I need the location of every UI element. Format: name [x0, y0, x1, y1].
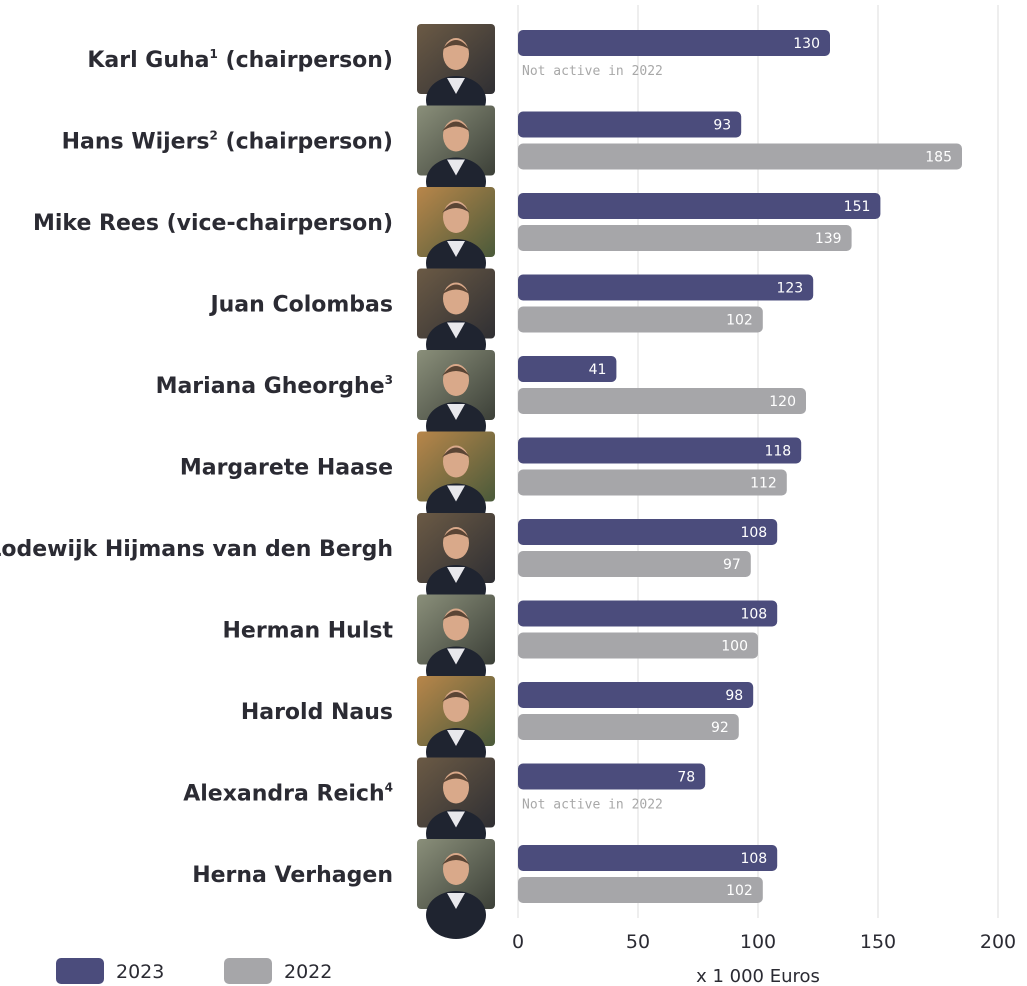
member-names: Karl Guha1 (chairperson) Hans Wijers2 (ch… — [0, 47, 393, 888]
x-axis-label: x 1 000 Euros — [696, 966, 820, 986]
bar-value-label: 108 — [740, 525, 767, 541]
bar-2023 — [518, 763, 706, 790]
bar-value-label: 108 — [740, 607, 767, 623]
bar-value-label: 41 — [589, 362, 607, 378]
bar-value-label: 100 — [721, 639, 748, 655]
bar-value-label: 123 — [776, 281, 803, 297]
bar-2023 — [518, 519, 778, 545]
legend-swatch — [224, 958, 272, 984]
bar-2023 — [518, 356, 617, 382]
bar-2022 — [518, 388, 806, 414]
bar-2022 — [518, 469, 787, 496]
bar-2023 — [518, 682, 754, 708]
bar-value-label: 98 — [725, 688, 743, 704]
bar-2022 — [518, 225, 852, 251]
x-tick-label: 150 — [860, 931, 896, 953]
x-axis: 0 50 100 150 200 x 1 000 Euros — [512, 931, 1016, 986]
member-photo — [417, 839, 495, 939]
member-name: Mike Rees (vice-chairperson) — [33, 211, 393, 236]
bar-value-label: 92 — [711, 720, 729, 736]
not-active-note: Not active in 2022 — [522, 64, 663, 79]
member-name: Karl Guha1 (chairperson) — [87, 47, 393, 73]
member-name: Harold Naus — [241, 700, 393, 725]
x-tick-label: 0 — [512, 931, 524, 953]
bar-2023 — [518, 437, 802, 464]
bar-2023 — [518, 193, 881, 219]
bar-value-label: 139 — [815, 231, 842, 247]
bar-2022 — [518, 306, 763, 333]
member-name: Hans Wijers2 (chairperson) — [62, 129, 393, 155]
bar-2023 — [518, 274, 814, 301]
bar-2023 — [518, 845, 778, 871]
bar-value-label: 120 — [769, 394, 796, 410]
bar-value-label: 185 — [925, 150, 952, 166]
x-tick-label: 100 — [740, 931, 776, 953]
member-name: Juan Colombas — [208, 293, 393, 318]
bar-value-label: 93 — [713, 118, 731, 134]
bar-2022 — [518, 143, 962, 170]
bar-2023 — [518, 600, 778, 627]
member-name: Herman Hulst — [223, 619, 394, 644]
member-name: Mariana Gheorghe3 — [156, 373, 393, 399]
bar-2022 — [518, 551, 751, 577]
board-photos — [417, 24, 495, 939]
bar-value-label: 130 — [793, 36, 820, 52]
member-name: Alexandra Reich4 — [183, 781, 393, 807]
legend-swatch — [56, 958, 104, 984]
bar-value-label: 118 — [764, 444, 791, 460]
bar-value-label: 112 — [750, 476, 777, 492]
x-tick-label: 50 — [626, 931, 650, 953]
member-name: Margarete Haase — [180, 456, 393, 481]
bar-value-label: 108 — [740, 851, 767, 867]
bar-2023 — [518, 30, 830, 56]
legend-label: 2023 — [116, 961, 164, 983]
bar-value-label: 151 — [844, 199, 871, 215]
bar-2022 — [518, 877, 763, 903]
bar-value-label: 102 — [726, 313, 753, 329]
bar-2023 — [518, 111, 742, 138]
bar-2022 — [518, 632, 758, 659]
member-name: Herna Verhagen — [192, 863, 393, 888]
x-tick-label: 200 — [980, 931, 1016, 953]
bar-value-label: 97 — [723, 557, 741, 573]
member-name: Lodewijk Hijmans van den Bergh — [0, 537, 393, 562]
bar-value-label: 78 — [677, 770, 695, 786]
member-photo — [417, 513, 495, 613]
legend: 2023 2022 — [56, 958, 332, 984]
bar-2022 — [518, 714, 739, 740]
bar-value-label: 102 — [726, 883, 753, 899]
legend-label: 2022 — [284, 961, 332, 983]
not-active-note: Not active in 2022 — [522, 798, 663, 813]
